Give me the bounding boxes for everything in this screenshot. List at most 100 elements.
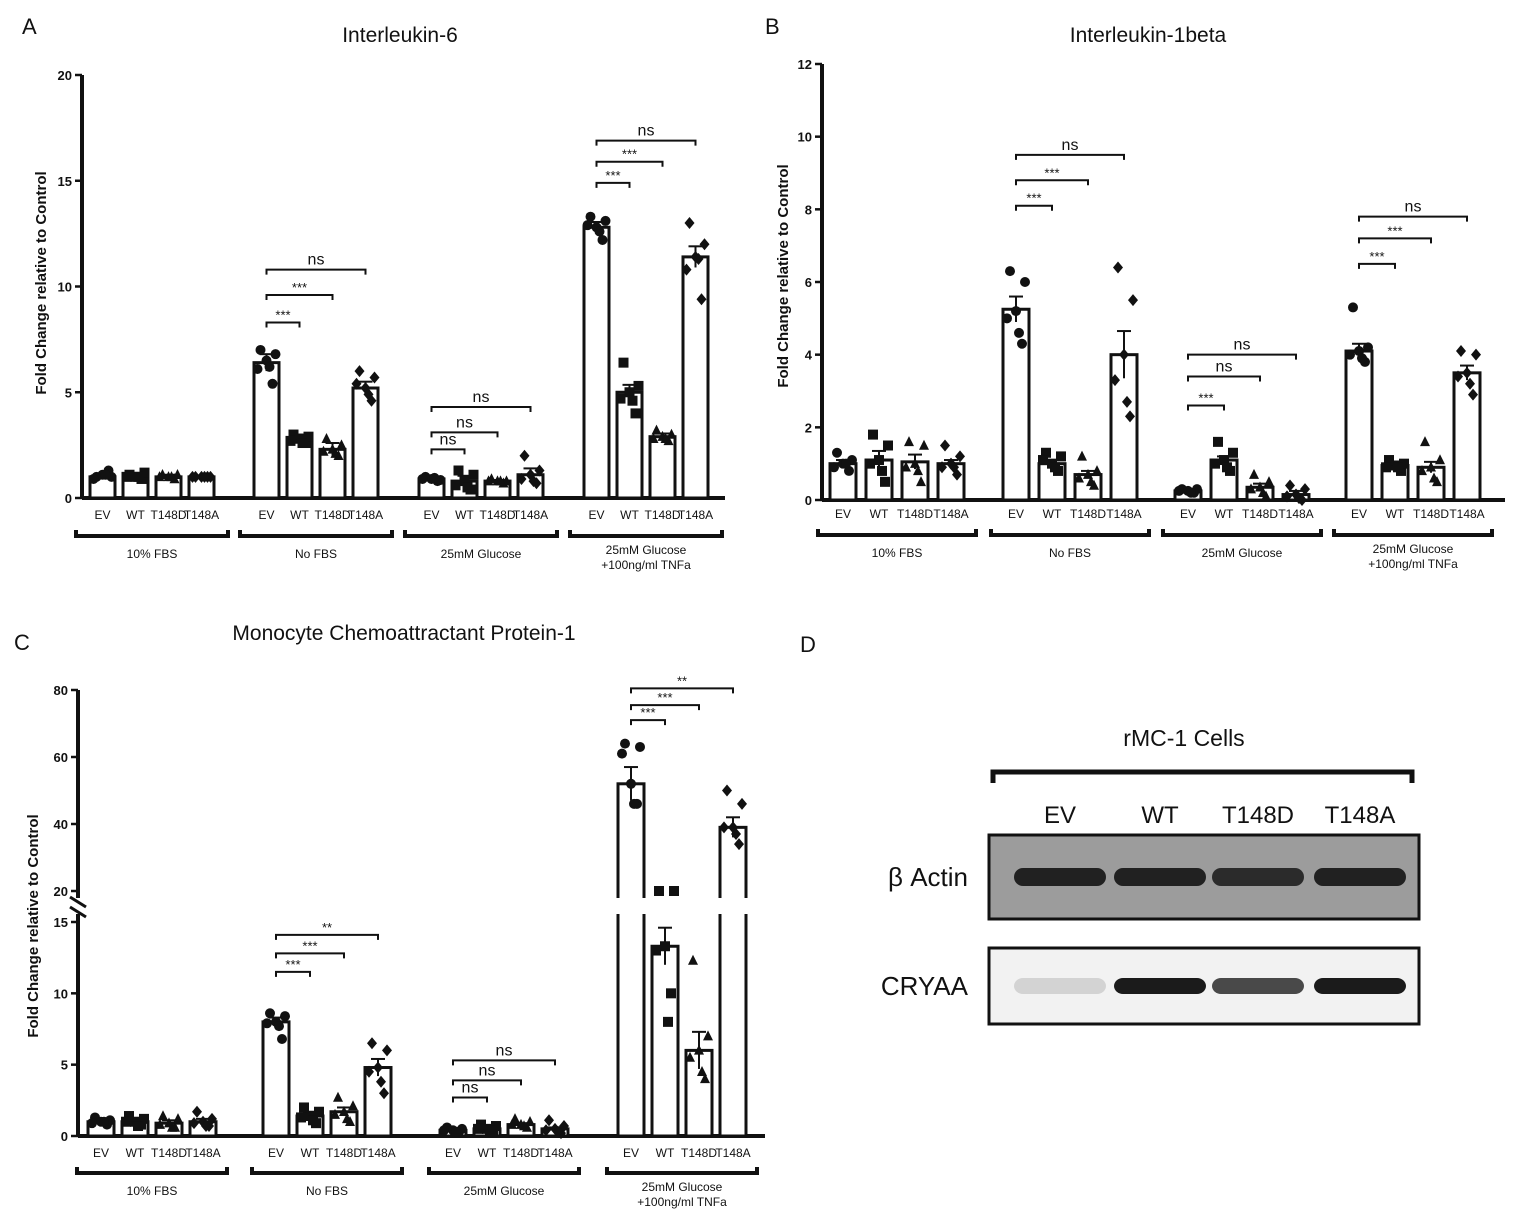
data-point-b	[1264, 476, 1274, 487]
data-point-b	[1014, 327, 1024, 338]
data-point-b	[1429, 472, 1439, 483]
data-point-a	[483, 475, 494, 486]
data-point-c	[439, 1125, 449, 1136]
data-point-b	[1294, 492, 1304, 505]
data-point-c	[333, 1091, 343, 1102]
significance-label-a: ***	[622, 147, 637, 162]
significance-label-c: ns	[496, 1042, 513, 1059]
data-point-a	[429, 472, 440, 483]
data-point-c	[694, 1044, 704, 1055]
data-point-b	[1113, 261, 1123, 274]
significance-bracket-a	[265, 268, 367, 275]
bar-label-a: EV	[258, 508, 274, 522]
significance-bracket-b	[1015, 153, 1125, 160]
significance-bracket-c	[452, 1059, 556, 1066]
data-point-a	[462, 482, 473, 493]
bar-label-b: T148A	[1106, 507, 1141, 521]
data-point-a	[684, 217, 695, 230]
significance-bracket-a	[265, 293, 334, 300]
blot-band	[1114, 868, 1206, 886]
data-point-a	[651, 424, 662, 435]
bar-c	[616, 782, 646, 1138]
bar-a	[285, 437, 314, 500]
bar-label-b: EV	[835, 507, 851, 521]
bar-label-a: EV	[94, 508, 110, 522]
data-point-c	[635, 741, 645, 752]
data-point-c	[376, 1075, 386, 1088]
y-axis-label-c: Fold Change relative to Control	[25, 814, 42, 1037]
group-bracket-a	[74, 530, 230, 538]
bar-label-b: WT	[1043, 507, 1062, 521]
data-point-a	[363, 388, 374, 401]
data-point-b	[1453, 370, 1463, 383]
data-point-c	[367, 1037, 377, 1050]
data-point-b	[1420, 436, 1430, 447]
data-point-b	[1246, 483, 1256, 494]
bar-b	[1344, 349, 1374, 502]
data-point-a	[321, 433, 332, 444]
y-tick-label-b: 0	[805, 493, 812, 508]
data-point-a	[453, 465, 464, 476]
data-point-a	[270, 349, 281, 360]
data-point-b	[1128, 294, 1138, 307]
y-axis-label-a: Fold Change relative to Control	[33, 171, 50, 394]
data-point-c	[155, 1118, 165, 1129]
data-point-b	[1017, 338, 1027, 349]
data-point-a	[166, 471, 177, 482]
y-tick-label-c: 80	[54, 683, 68, 698]
data-point-b	[1041, 447, 1051, 458]
data-point-b	[865, 458, 875, 469]
data-point-a	[594, 226, 605, 237]
data-point-c	[379, 1087, 389, 1100]
data-point-b	[880, 476, 890, 487]
bar-label-b: T148D	[1070, 507, 1106, 521]
data-point-b	[1222, 462, 1232, 473]
blot-band	[1114, 978, 1206, 994]
bar-label-c: EV	[445, 1146, 461, 1160]
bar-label-b: T148A	[1449, 507, 1484, 521]
y-tick-label-a: 10	[58, 280, 72, 295]
y-tick-label-c: 0	[61, 1129, 68, 1144]
data-point-b	[1074, 472, 1084, 483]
significance-label-b: ns	[1216, 358, 1233, 375]
blot-bracket	[990, 769, 1415, 783]
data-point-b	[1345, 349, 1355, 360]
group-bracket-c	[605, 1167, 759, 1175]
data-point-a	[297, 438, 308, 449]
bar-label-b: WT	[1215, 507, 1234, 521]
significance-bracket-c	[630, 704, 700, 711]
data-point-a	[187, 470, 198, 483]
data-point-b	[1348, 302, 1358, 313]
data-point-b	[841, 458, 851, 469]
data-point-c	[734, 838, 744, 851]
y-tick-label-c: 10	[54, 986, 68, 1001]
data-point-b	[1050, 462, 1060, 473]
panel-letter-d: D	[800, 632, 816, 657]
data-point-b	[955, 450, 965, 463]
bar-label-a: WT	[455, 508, 474, 522]
bar-label-c: T148A	[715, 1146, 750, 1160]
y-tick-label-c: 20	[54, 884, 68, 899]
data-point-a	[336, 439, 347, 450]
data-point-b	[1210, 458, 1220, 469]
y-tick-label-b: 8	[805, 202, 812, 217]
significance-label-a: ns	[456, 414, 473, 431]
data-point-a	[681, 263, 692, 276]
data-point-c	[663, 1016, 673, 1027]
blot-band	[1314, 978, 1406, 994]
bar-label-b: EV	[1180, 507, 1196, 521]
significance-label-c: ***	[657, 690, 672, 705]
significance-label-b: ***	[1044, 165, 1059, 180]
significance-bracket-c	[452, 1096, 488, 1103]
bar-label-c: T148A	[185, 1146, 220, 1160]
lane-label: EV	[1044, 802, 1076, 829]
data-point-c	[139, 1113, 149, 1124]
western-blot: EV WT T148D T148A β Actin CRYAA	[881, 769, 1421, 1026]
data-point-a	[648, 433, 659, 444]
bar-c	[718, 825, 748, 1138]
bar-b	[1001, 307, 1031, 502]
data-point-c	[314, 1106, 324, 1117]
data-point-c	[364, 1065, 374, 1078]
